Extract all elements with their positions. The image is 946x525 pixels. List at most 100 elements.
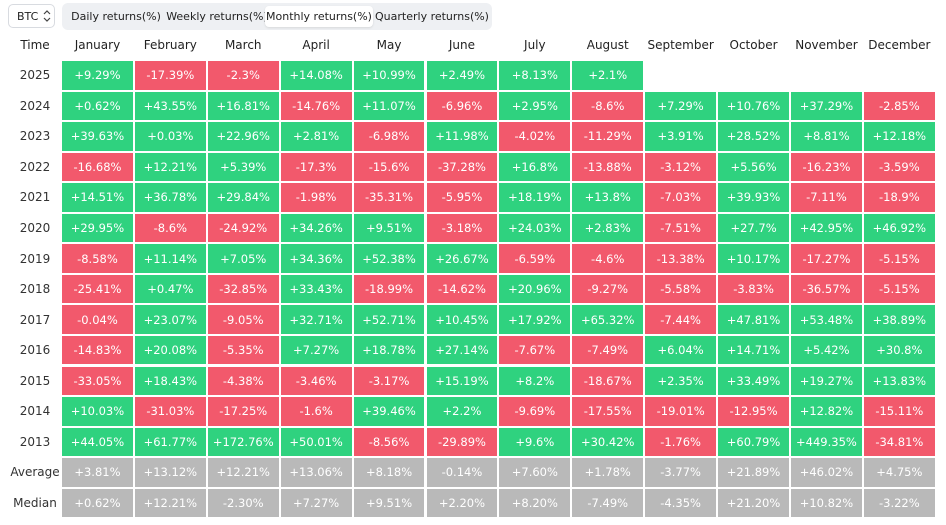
return-cell: -29.89% [426,427,498,457]
return-cell: +11.98% [426,122,498,151]
return-cell: +10.99% [353,61,425,90]
return-cell: +42.95% [791,213,862,243]
return-cell: +20.08% [134,335,206,365]
return-cell: +30.42% [572,427,644,457]
row-label: 2023 [19,129,51,144]
return-cell: +8.2% [499,366,571,396]
return-cell: -13.88% [572,152,644,182]
return-cell: +39.63% [62,122,133,151]
return-cell: -3.17% [353,366,425,396]
return-cell: +12.82% [791,397,862,426]
return-cell: -7.49% [572,335,644,365]
return-cell: -7.51% [645,213,717,243]
return-cell: -7.03% [645,183,717,212]
return-cell: -7.44% [645,305,717,334]
return-cell: -3.12% [645,152,717,182]
column-header: January [74,38,121,52]
return-cell: +2.1% [572,61,644,90]
return-cell: +14.51% [62,183,133,212]
return-cell: +16.8% [499,152,571,182]
return-cell: +5.56% [718,152,789,182]
row-label: 2014 [19,404,51,419]
return-cell: -8.6% [134,213,206,243]
tab[interactable]: Daily returns(%) [71,10,161,23]
return-cell: +7.27% [280,335,352,365]
return-cell: +2.49% [426,61,498,90]
return-cell: -16.68% [62,152,133,182]
return-cell: +18.43% [134,366,206,396]
row-label: 2013 [19,434,51,449]
return-cell: -18.99% [353,274,425,304]
row-label: 2016 [19,343,51,358]
return-cell: -3.46% [280,366,352,396]
return-cell: +60.79% [718,427,789,457]
summary-cell: +8.20% [499,488,571,518]
return-cell: -35.31% [353,183,425,212]
row-label: 2017 [19,312,51,327]
return-cell: -18.9% [863,183,935,212]
return-cell: +0.47% [134,274,206,304]
return-cell: +17.92% [499,305,571,334]
return-cell: -25.41% [62,274,133,304]
return-cell: +5.42% [791,335,862,365]
row-label: Average [10,465,60,480]
return-cell: +10.03% [62,397,133,426]
summary-cell: +7.27% [280,488,352,518]
return-cell: -5.58% [645,274,717,304]
return-cell: +34.26% [280,213,352,243]
asset-selector[interactable]: BTC [8,4,55,28]
return-cell: +52.71% [353,305,425,334]
return-cell: -17.27% [791,244,862,273]
tab-bar: Daily returns(%) Weekly returns(%) Monthly… [62,3,492,30]
return-cell: -16.23% [791,152,862,182]
return-cell: +0.62% [62,91,133,121]
return-cell: +0.03% [134,122,206,151]
summary-cell: +46.02% [791,458,862,487]
return-cell: +10.45% [426,305,498,334]
return-cell: +36.78% [134,183,206,212]
return-cell: -32.85% [207,274,279,304]
return-cell: +28.52% [718,122,789,151]
return-cell: +46.92% [863,213,935,243]
summary-cell: -4.35% [645,488,717,518]
return-cell: +18.19% [499,183,571,212]
tab[interactable]: Weekly returns(%) [166,10,268,23]
return-cell: -6.96% [426,91,498,121]
summary-cell: +8.18% [353,458,425,487]
return-cell: -17.55% [572,397,644,426]
return-cell: +172.76% [207,427,279,457]
return-cell: -6.59% [499,244,571,273]
return-cell: -15.6% [353,152,425,182]
asset-label: BTC [17,9,39,23]
summary-cell: +4.75% [863,458,935,487]
column-header: June [448,38,476,52]
return-cell: -15.11% [863,397,935,426]
return-cell: -1.6% [280,397,352,426]
summary-cell: +21.89% [718,458,789,487]
return-cell: +39.93% [718,183,789,212]
row-label: 2021 [19,190,51,205]
return-cell: +9.29% [62,61,133,90]
return-cell: +2.95% [499,91,571,121]
return-cell: -8.58% [62,244,133,273]
return-cell: +16.81% [207,91,279,121]
column-header: Time [20,38,50,52]
summary-cell: +10.82% [791,488,862,518]
return-cell: -9.69% [499,397,571,426]
return-cell: -19.01% [645,397,717,426]
summary-cell: +21.20% [718,488,789,518]
return-cell: +20.96% [499,274,571,304]
tab[interactable]: Quarterly returns(%) [375,10,489,23]
return-cell: -13.38% [645,244,717,273]
return-cell: -5.35% [207,335,279,365]
row-label: 2018 [19,282,51,297]
tab[interactable]: Monthly returns(%) [265,6,373,27]
return-cell: -3.59% [863,152,935,182]
return-cell: +37.29% [791,91,862,121]
return-cell: -18.67% [572,366,644,396]
return-cell: -1.98% [280,183,352,212]
return-cell: -4.02% [499,122,571,151]
row-label: Median [13,495,57,510]
return-cell: -14.76% [280,91,352,121]
return-cell: -17.3% [280,152,352,182]
